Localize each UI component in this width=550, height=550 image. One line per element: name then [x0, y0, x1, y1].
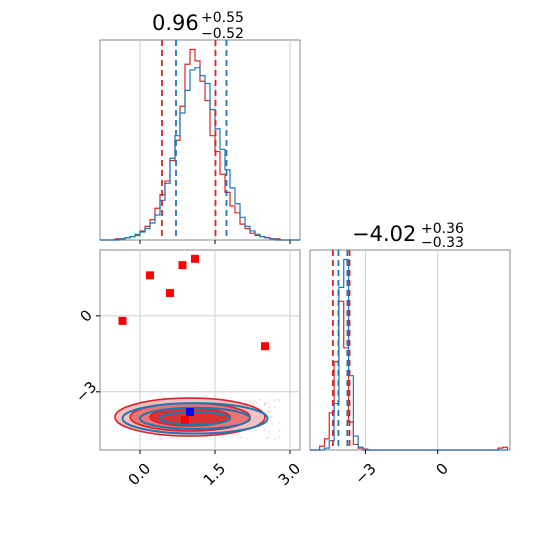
sample-dot — [160, 438, 162, 441]
sample-dot — [271, 422, 274, 425]
marker-red — [178, 261, 187, 270]
sample-dot — [278, 400, 280, 403]
panel-frame-hist1 — [99, 39, 301, 241]
marker-red — [261, 342, 269, 351]
sample-dot — [264, 402, 266, 405]
marker-red — [181, 415, 189, 424]
histogram-panel-param1: 0.96 +0.55 −0.52 — [99, 10, 301, 244]
x-tick-label: 0.0 — [125, 460, 155, 490]
sample-dot — [249, 400, 252, 403]
title-param2: −4.02 — [352, 222, 416, 246]
grid-hist2 — [364, 250, 439, 450]
sample-dot — [169, 435, 171, 438]
sample-dot — [232, 433, 235, 436]
sample-dot — [246, 437, 249, 440]
sample-dot — [263, 404, 266, 406]
contours — [114, 397, 269, 437]
sample-dot — [258, 398, 261, 401]
sample-dot — [255, 429, 258, 431]
x-ticks-scatter: 0.0 1.5 3.0 — [125, 450, 305, 490]
sample-dot — [273, 399, 276, 402]
sample-dot — [267, 411, 270, 414]
sample-dot — [252, 403, 255, 406]
sample-dot — [268, 430, 271, 433]
sample-dot — [277, 398, 280, 401]
panel-frame-scatter — [99, 249, 301, 451]
sample-dot — [278, 421, 281, 424]
y-ticks-scatter: −3 0 — [72, 306, 100, 406]
sample-dot — [265, 437, 267, 440]
sample-dot — [273, 437, 276, 440]
title-param1: 0.96 — [152, 11, 199, 35]
histogram-step-blue — [310, 258, 508, 451]
x-tick-label: 0 — [432, 460, 451, 479]
histogram-panel-param2: −3 0 −4.02 +0.36 −0.33 — [309, 221, 511, 488]
y-tick-label: −3 — [72, 378, 100, 406]
histogram-step-red — [310, 300, 509, 451]
markers — [118, 254, 269, 424]
histogram-step-red — [100, 48, 300, 241]
sample-dot — [269, 406, 271, 409]
sample-dot — [254, 399, 256, 402]
contour-blue — [121, 402, 269, 435]
marker-blue — [186, 408, 194, 417]
quantile-lines-hist1 — [161, 40, 228, 240]
title-param2-minus: −0.33 — [421, 235, 464, 251]
title-param1-plus: +0.55 — [201, 10, 244, 26]
histogram-series-hist1 — [100, 48, 300, 241]
title-param1-minus: −0.52 — [201, 26, 244, 42]
scatter-panel: 0.0 1.5 3.0 −3 0 — [72, 249, 305, 490]
x-tick-label: −3 — [351, 460, 379, 488]
sample-dot — [278, 435, 281, 438]
sample-dot — [213, 437, 216, 440]
marker-red — [166, 289, 174, 298]
x-ticks-hist2: −3 0 — [351, 450, 452, 488]
sample-dot — [239, 436, 242, 439]
sample-dot — [274, 406, 277, 409]
title-param1-value: 0.96 — [152, 11, 199, 35]
title-param2-value: −4.02 — [352, 222, 416, 246]
x-tick-label: 1.5 — [200, 460, 230, 490]
sample-dot — [267, 402, 270, 404]
y-tick-label: 0 — [76, 306, 95, 325]
x-tick-label: 3.0 — [275, 460, 305, 490]
sample-dot — [278, 430, 281, 432]
quantile-lines-hist2 — [331, 250, 351, 450]
contour-blue — [159, 411, 231, 426]
histogram-series-hist2 — [310, 258, 509, 451]
sample-dot — [269, 411, 271, 413]
marker-red — [118, 316, 127, 325]
title-param2-plus: +0.36 — [421, 221, 464, 237]
sample-dot — [267, 436, 270, 439]
histogram-step-blue — [100, 67, 300, 241]
contour-blue — [139, 406, 251, 430]
panel-frame-hist2 — [309, 249, 511, 451]
sample-dot — [256, 401, 258, 404]
sample-dot — [263, 429, 266, 432]
sample-dot — [149, 438, 152, 441]
sample-dot — [270, 416, 273, 419]
marker-red — [146, 271, 154, 280]
marker-red — [191, 254, 199, 263]
